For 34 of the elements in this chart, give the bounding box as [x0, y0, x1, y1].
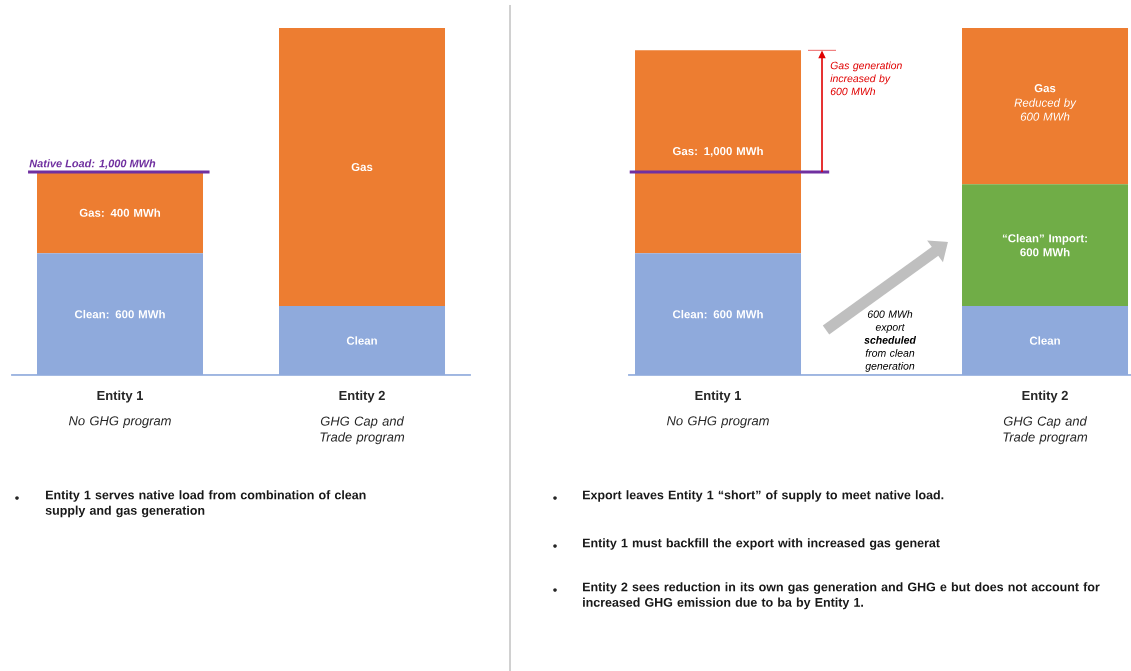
bar	[37, 253, 203, 375]
annotation: Reduced by 600 MWh	[1014, 98, 1077, 121]
data-label: Gas	[351, 162, 373, 172]
text: Entity 1 must backfill the export with increased gas generat	[583, 538, 940, 550]
text: No GHG program	[68, 416, 171, 428]
data-label: “Clean” Import: 600 MWh	[1002, 233, 1087, 257]
x-tick-label: Entity 1	[97, 390, 144, 403]
bar	[279, 306, 446, 375]
text: Entity 1 serves native load from combination of clean supply and gas generation	[45, 490, 366, 518]
bar	[962, 306, 1129, 375]
data-label: Clean: 600 MWh	[672, 309, 763, 319]
data-label: Clean	[1029, 336, 1060, 345]
text: GHG Cap and Trade program	[1003, 416, 1088, 445]
text: Entity 2 sees reduction in its own gas generation and GHG e but does not account for increased GHG emission due to ba by Entity 1.	[583, 582, 1100, 610]
text: GHG Cap and Trade program	[320, 416, 405, 445]
x-tick-label: Entity 2	[339, 390, 385, 403]
x-tick-label: Entity 2	[1022, 390, 1068, 403]
bar	[37, 172, 203, 254]
text: Export leaves Entity 1 “short” of supply to meet native load.	[583, 490, 944, 502]
data-label: Clean: 600 MWh	[74, 309, 165, 319]
text: No GHG program	[666, 416, 769, 428]
data-label: Gas	[1034, 84, 1056, 93]
data-label: Gas: 400 MWh	[79, 208, 161, 217]
data-label: Clean	[346, 336, 377, 345]
bar	[635, 50, 802, 254]
annotation: Gas generation increased by 600 MWh	[830, 61, 902, 96]
x-tick-label: Entity 1	[695, 390, 742, 403]
annotation: 600 MWh export scheduled from clean generation	[864, 310, 917, 372]
bar	[962, 28, 1129, 185]
bar	[279, 28, 446, 307]
ref-line-label: Native Load: 1,000 MWh	[29, 159, 156, 169]
data-label: Gas: 1,000 MWh	[672, 146, 763, 157]
bar	[635, 253, 802, 375]
bar	[962, 184, 1129, 307]
